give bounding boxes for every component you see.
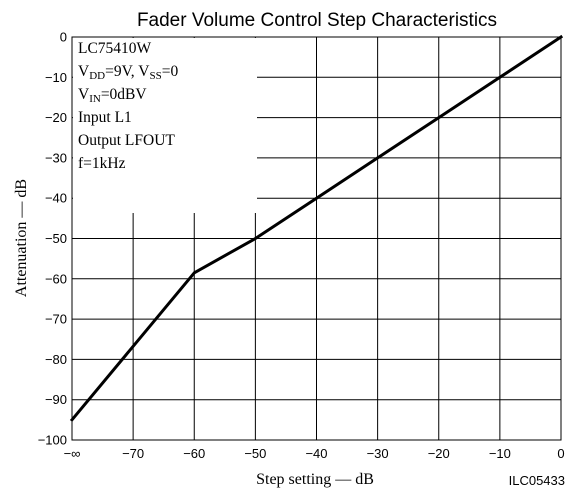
condition-subscript: IN	[89, 93, 101, 105]
series-line	[69, 34, 564, 422]
x-tick-label: −10	[489, 446, 511, 461]
y-tick-label: −20	[45, 110, 67, 125]
condition-segment: V	[78, 63, 90, 80]
x-tick-label: −20	[428, 446, 450, 461]
series-layer	[69, 34, 564, 422]
condition-line: LC75410W	[78, 40, 152, 57]
y-tick-label: −90	[45, 392, 67, 407]
condition-line: Output LFOUT	[78, 132, 175, 149]
y-axis-ticks: 0 −10 −20 −30 −40 −50 −60 −70 −80 −90 −100	[38, 30, 67, 448]
x-axis-label: Step setting — dB	[256, 471, 374, 488]
x-tick-label: −70	[122, 446, 144, 461]
x-tick-label: −60	[183, 446, 205, 461]
y-tick-label: −60	[45, 271, 67, 286]
x-tick-label: −50	[244, 446, 266, 461]
y-tick-label: −30	[45, 150, 67, 165]
condition-subscript: DD	[89, 70, 105, 82]
condition-segment: =9V, V	[105, 63, 150, 80]
condition-segment: =0	[162, 63, 179, 80]
x-tick-label: −30	[367, 446, 389, 461]
y-tick-label: −10	[45, 70, 67, 85]
condition-subscript: SS	[149, 70, 161, 82]
condition-line: VDD=9V, VSS=0	[78, 63, 178, 82]
y-tick-label: 0	[60, 30, 67, 45]
y-tick-label: −40	[45, 191, 67, 206]
chart-title: Fader Volume Control Step Characteristic…	[137, 10, 497, 31]
figure-id: ILC05433	[509, 473, 565, 488]
y-tick-label: −100	[38, 433, 67, 448]
condition-line: Input L1	[78, 109, 132, 126]
y-axis-label: Attenuation — dB	[13, 179, 30, 297]
condition-segment: Output LFOUT	[78, 132, 175, 149]
condition-segment: =0dBV	[101, 86, 148, 103]
condition-segment: Input L1	[78, 109, 132, 126]
condition-segment: V	[78, 86, 90, 103]
x-tick-label: −40	[305, 446, 327, 461]
x-tick-label: 0	[557, 446, 564, 461]
conditions-box	[73, 38, 257, 213]
y-tick-label: −80	[45, 352, 67, 367]
condition-segment: LC75410W	[78, 40, 152, 57]
condition-line: VIN=0dBV	[78, 86, 147, 105]
y-tick-label: −70	[45, 312, 67, 327]
condition-segment: f=1kHz	[78, 155, 126, 172]
x-tick-label: −∞	[64, 446, 81, 461]
y-tick-label: −50	[45, 231, 67, 246]
x-axis-ticks: −∞ −70 −60 −50 −40 −30 −20 −10 0	[64, 446, 565, 461]
plot-frame	[71, 36, 562, 441]
condition-line: f=1kHz	[78, 155, 126, 172]
